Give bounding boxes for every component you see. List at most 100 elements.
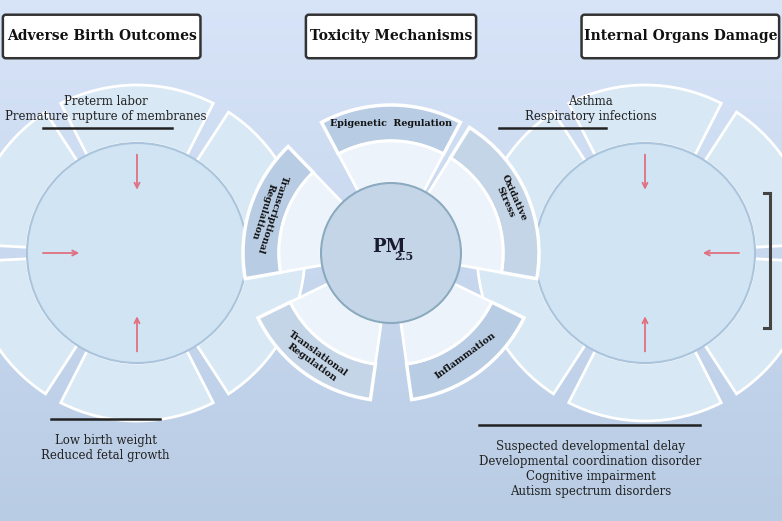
Bar (0, 300, 782, 306)
Bar (0, 293, 782, 300)
Bar (0, 91, 782, 98)
Bar (0, 234, 782, 241)
Bar (0, 443, 782, 449)
Bar (0, 417, 782, 423)
Text: Suspected developmental delay
Developmental coordination disorder
Cognitive impa: Suspected developmental delay Developmen… (479, 440, 701, 498)
Bar (0, 423, 782, 430)
Bar (0, 475, 782, 482)
Bar (0, 65, 782, 71)
Text: Transcriptional
Regulation: Transcriptional Regulation (246, 171, 289, 255)
FancyBboxPatch shape (582, 15, 779, 58)
Bar (0, 332, 782, 339)
Circle shape (27, 143, 247, 363)
Text: Low birth weight
Reduced fetal growth: Low birth weight Reduced fetal growth (41, 434, 170, 462)
Wedge shape (61, 85, 213, 155)
Wedge shape (321, 105, 461, 154)
Bar (0, 397, 782, 404)
Wedge shape (0, 259, 77, 394)
Text: Toxicity Mechanisms: Toxicity Mechanisms (310, 30, 472, 43)
Bar (0, 46, 782, 52)
FancyBboxPatch shape (3, 15, 200, 58)
Bar (0, 228, 782, 234)
Bar (0, 339, 782, 345)
Bar (0, 104, 782, 111)
Bar (0, 32, 782, 39)
Bar (0, 111, 782, 117)
Bar (0, 208, 782, 215)
Bar (0, 326, 782, 332)
Wedge shape (705, 259, 782, 394)
Bar (0, 130, 782, 137)
Text: Asthma
Respiratory infections: Asthma Respiratory infections (525, 95, 656, 123)
Bar (0, 59, 782, 65)
Text: Oxidative
Stress: Oxidative Stress (491, 173, 529, 227)
Bar (0, 189, 782, 195)
Bar (0, 26, 782, 32)
Bar (0, 371, 782, 378)
Bar (0, 352, 782, 358)
Text: 2.5: 2.5 (394, 252, 414, 263)
Wedge shape (61, 351, 213, 421)
Bar (0, 0, 782, 7)
Wedge shape (197, 259, 305, 394)
Bar (0, 469, 782, 475)
Bar (0, 20, 782, 26)
Bar (0, 71, 782, 78)
Bar (0, 378, 782, 384)
Bar (0, 287, 782, 293)
Bar (0, 404, 782, 411)
Wedge shape (450, 128, 539, 279)
Bar (0, 137, 782, 143)
Bar (0, 98, 782, 104)
Bar (0, 143, 782, 150)
Wedge shape (0, 112, 77, 247)
Bar (0, 85, 782, 91)
Bar (0, 384, 782, 391)
Bar (0, 117, 782, 124)
Bar (0, 345, 782, 352)
Wedge shape (279, 172, 343, 272)
Wedge shape (400, 284, 492, 364)
Bar (0, 254, 782, 260)
Bar (0, 6, 782, 13)
Bar (0, 391, 782, 397)
Wedge shape (569, 351, 721, 421)
Text: Preterm labor
Premature rupture of membranes: Preterm labor Premature rupture of membr… (5, 95, 206, 123)
Text: Epigenetic  Regulation: Epigenetic Regulation (330, 118, 452, 128)
Bar (0, 260, 782, 267)
Bar (0, 365, 782, 371)
Text: Adverse Birth Outcomes: Adverse Birth Outcomes (7, 30, 196, 43)
Bar (0, 241, 782, 247)
Bar (0, 482, 782, 489)
Wedge shape (477, 259, 585, 394)
Bar (0, 52, 782, 59)
Wedge shape (258, 302, 375, 400)
FancyBboxPatch shape (306, 15, 476, 58)
Wedge shape (339, 141, 443, 191)
Bar (0, 319, 782, 326)
Bar (0, 495, 782, 501)
Text: PM: PM (372, 238, 406, 256)
Bar (0, 150, 782, 156)
Bar (0, 267, 782, 274)
Bar (0, 221, 782, 228)
Bar (0, 247, 782, 254)
Bar (0, 313, 782, 319)
Bar (0, 463, 782, 469)
Wedge shape (569, 85, 721, 155)
Bar (0, 358, 782, 365)
Bar (0, 274, 782, 280)
Bar (0, 280, 782, 287)
Bar (0, 456, 782, 463)
Bar (0, 202, 782, 208)
Bar (0, 182, 782, 189)
Wedge shape (290, 284, 382, 364)
Text: Internal Organs Damage: Internal Organs Damage (583, 30, 777, 43)
Bar (0, 215, 782, 221)
Bar (0, 489, 782, 495)
Bar (0, 508, 782, 515)
Wedge shape (407, 302, 524, 400)
Bar (0, 411, 782, 417)
Text: Translational
Regulation: Translational Regulation (280, 330, 349, 387)
Wedge shape (705, 112, 782, 247)
